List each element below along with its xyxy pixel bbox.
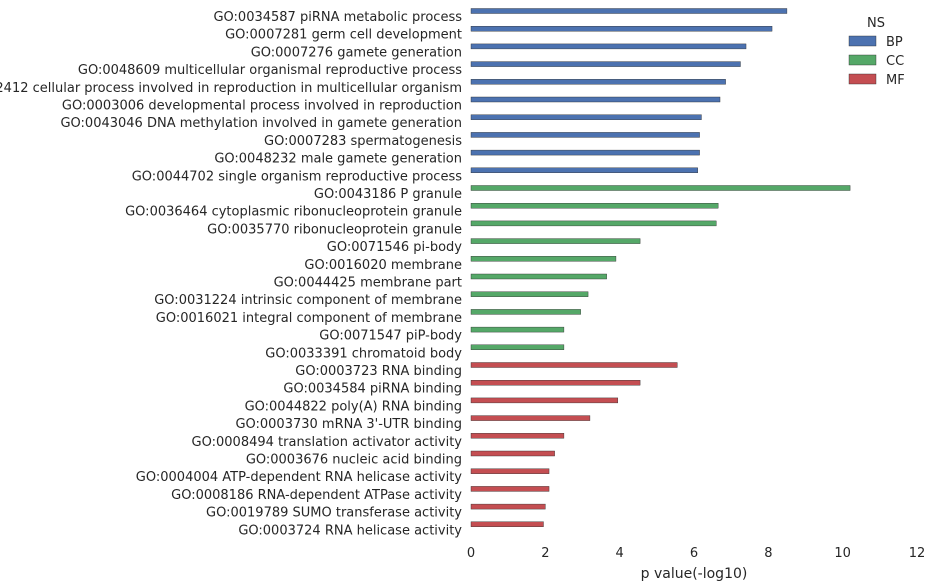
bar-cc <box>470 256 617 262</box>
bar-bp <box>470 43 747 50</box>
bar-bp <box>470 26 773 32</box>
category-label: GO:0043046 DNA methylation involved in g… <box>60 116 462 131</box>
category-label: GO:0044702 single organism reproductive … <box>132 169 462 184</box>
category-label: GO:0003676 nucleic acid binding <box>246 453 462 468</box>
category-label: GO:0071547 piP-body <box>319 329 462 344</box>
category-label: GO:0008186 RNA-dependent ATPase activity <box>171 488 462 503</box>
category-label: GO:0022412 cellular process involved in … <box>0 81 462 96</box>
bars-group <box>470 8 851 527</box>
category-label: GO:0008494 translation activator activit… <box>192 435 463 450</box>
bar-cc <box>470 185 851 191</box>
category-label: GO:0003723 RNA binding <box>295 364 462 379</box>
category-label: GO:0004004 ATP-dependent RNA helicase ac… <box>136 470 463 485</box>
category-label: GO:0031224 intrinsic component of membra… <box>154 293 462 308</box>
category-label: GO:0043186 P granule <box>314 187 462 202</box>
bar-mf <box>470 486 550 492</box>
bar-mf <box>470 397 619 404</box>
legend-label-bp: BP <box>886 35 903 50</box>
category-label: GO:0007283 spermatogenesis <box>264 134 462 149</box>
category-label: GO:0035770 ribonucleoprotein granule <box>207 222 462 237</box>
bar-cc <box>470 220 717 227</box>
legend-label-cc: CC <box>886 54 904 69</box>
bar-cc <box>470 238 641 244</box>
bar-cc <box>470 273 607 280</box>
category-label: GO:0003724 RNA helicase activity <box>238 523 462 538</box>
bar-bp <box>470 149 700 156</box>
bar-bp <box>470 8 788 14</box>
category-label: GO:0034584 piRNA binding <box>283 382 462 397</box>
bar-cc <box>470 344 565 350</box>
legend-swatch-mf <box>848 73 877 85</box>
bar-bp <box>470 61 741 67</box>
bar-mf <box>470 433 565 439</box>
category-labels: GO:0034587 piRNA metabolic process GO:000… <box>0 10 462 538</box>
x-tick-label: 6 <box>690 546 698 561</box>
category-label: GO:0034587 piRNA metabolic process <box>213 10 462 25</box>
x-tick-label: 12 <box>909 546 926 561</box>
category-label: GO:0019789 SUMO transferase activity <box>206 506 462 521</box>
legend-label-mf: MF <box>886 73 905 88</box>
bar-cc <box>470 202 719 209</box>
category-label: GO:0044425 membrane part <box>274 276 462 291</box>
bar-mf <box>470 503 546 510</box>
category-label: GO:0071546 pi-body <box>327 240 462 255</box>
x-tick-label: 0 <box>467 546 475 561</box>
x-tick-label: 2 <box>541 546 549 561</box>
category-label: GO:0044822 poly(A) RNA binding <box>245 399 462 414</box>
bar-mf <box>470 450 555 457</box>
bar-mf <box>470 380 641 386</box>
category-label: GO:0048609 multicellular organismal repr… <box>78 63 462 78</box>
bar-mf <box>470 362 678 368</box>
category-label: GO:0048232 male gamete generation <box>214 152 462 167</box>
x-tick-label: 10 <box>834 546 851 561</box>
bar-bp <box>470 96 721 103</box>
category-label: GO:0003730 mRNA 3'-UTR binding <box>235 417 462 432</box>
x-tick-labels: 0 2 4 6 8 10 12 <box>467 546 925 561</box>
x-tick-label: 8 <box>764 546 772 561</box>
category-label: GO:0007276 gamete generation <box>251 45 462 60</box>
category-label: GO:0003006 developmental process involve… <box>62 99 462 114</box>
bar-bp <box>470 79 726 85</box>
x-axis-title: p value(-log10) <box>641 566 748 582</box>
bar-cc <box>470 291 589 297</box>
legend: NS BP CC MF <box>848 16 905 88</box>
legend-swatch-bp <box>848 35 877 47</box>
bar-mf <box>470 521 544 527</box>
bar-bp <box>470 167 698 174</box>
bar-mf <box>470 415 591 421</box>
category-label: GO:0007281 germ cell development <box>225 28 462 43</box>
legend-swatch-cc <box>848 54 877 66</box>
bar-mf <box>470 468 550 474</box>
category-label: GO:0036464 cytoplasmic ribonucleoprotein… <box>125 205 462 220</box>
category-label: GO:0016020 membrane <box>304 258 462 273</box>
legend-title: NS <box>867 16 885 31</box>
bar-cc <box>470 326 565 333</box>
bar-bp <box>470 114 702 120</box>
category-label: GO:0033391 chromatoid body <box>265 346 462 361</box>
bar-cc <box>470 309 581 315</box>
category-label: GO:0016021 integral component of membran… <box>156 311 462 326</box>
x-tick-label: 4 <box>616 546 624 561</box>
bar-bp <box>470 132 700 138</box>
